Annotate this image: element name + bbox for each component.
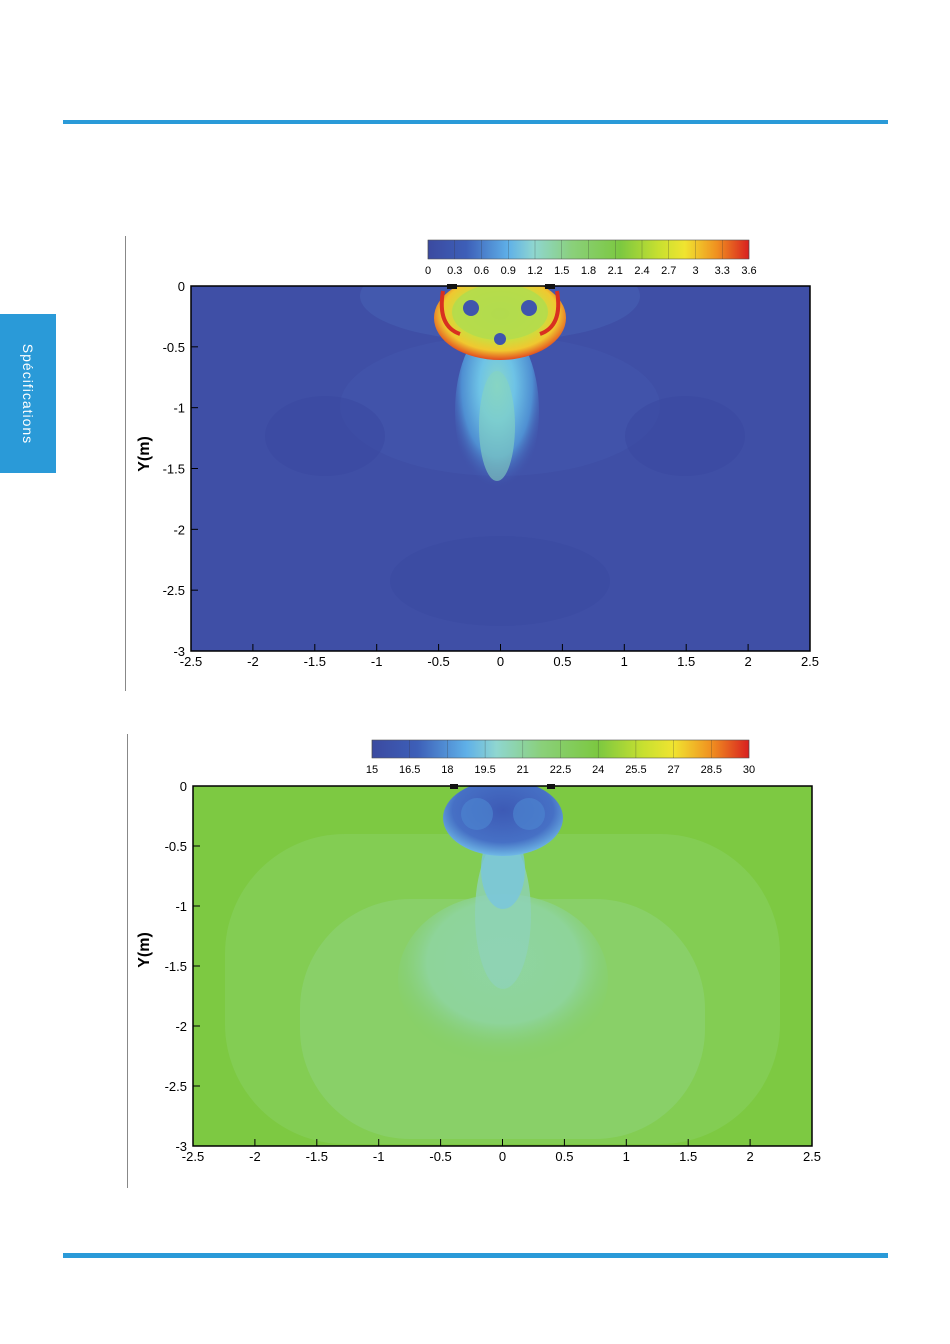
x-tick-label: -1 — [373, 1149, 385, 1164]
colorbar-label: 1.2 — [527, 265, 542, 277]
outlet-marker-left — [450, 784, 458, 789]
axes: -2.5 -2 -1.5 -1 -0.5 0 0.5 1 1.5 2 2.5 0 -0.5 -1 -1.5 -… — [163, 279, 819, 669]
contour-field — [191, 286, 810, 651]
x-tick-label: 1 — [621, 654, 628, 669]
colorbar: 0 0.3 0.6 0.9 1.2 1.5 1.8 2.1 2.4 2.7 3 3.3 3.6 — [425, 239, 757, 277]
colorbar-label: 2.1 — [608, 265, 623, 277]
colorbar-label: 1.8 — [581, 265, 596, 277]
y-tick-label: -2.5 — [165, 1079, 187, 1094]
colorbar-label: 27 — [667, 764, 679, 776]
x-tick-label: 1.5 — [679, 1149, 697, 1164]
y-tick-label: -1.5 — [163, 462, 185, 477]
y-tick-label: -1.5 — [165, 959, 187, 974]
x-tick-label: -0.5 — [427, 654, 449, 669]
y-tick-label: -1 — [173, 401, 185, 416]
colorbar-label: 28.5 — [701, 764, 722, 776]
x-tick-label: 0 — [497, 654, 504, 669]
x-tick-label: -2.5 — [180, 654, 202, 669]
outlet-marker-right — [545, 284, 555, 289]
colorbar-label: 24 — [592, 764, 604, 776]
x-tick-label: -1.5 — [306, 1149, 328, 1164]
colorbar-label: 21 — [517, 764, 529, 776]
colorbar-label: 3.3 — [715, 265, 730, 277]
colorbar-label: 16.5 — [399, 764, 420, 776]
footer-rule — [63, 1253, 888, 1258]
colorbar-label: 15 — [366, 764, 378, 776]
x-tick-label: -0.5 — [429, 1149, 451, 1164]
colorbar-label: 25.5 — [625, 764, 646, 776]
x-tick-label: -1 — [371, 654, 383, 669]
colorbar-label: 19.5 — [474, 764, 495, 776]
x-tick-label: 0.5 — [553, 654, 571, 669]
y-tick-label: 0 — [180, 779, 187, 794]
x-tick-label: 0 — [499, 1149, 506, 1164]
colorbar-label: 2.7 — [661, 265, 676, 277]
figure-frame-line — [127, 734, 128, 1188]
x-tick-label: 2.5 — [803, 1149, 821, 1164]
x-tick-label: 0.5 — [555, 1149, 573, 1164]
y-axis-label: Y(m) — [136, 932, 153, 968]
colorbar-label: 0.9 — [501, 265, 516, 277]
x-tick-label: -2.5 — [182, 1149, 204, 1164]
y-tick-label: -0.5 — [165, 839, 187, 854]
figure-frame-line — [125, 236, 126, 691]
contour-field — [193, 786, 812, 1146]
x-tick-label: -1.5 — [304, 654, 326, 669]
x-tick-label: -2 — [247, 654, 259, 669]
y-tick-label: -0.5 — [163, 340, 185, 355]
colorbar-label: 22.5 — [550, 764, 571, 776]
x-tick-label: 2 — [746, 1149, 753, 1164]
colorbar-label: 30 — [743, 764, 755, 776]
colorbar: 15 16.5 18 19.5 21 22.5 24 25.5 27 28.5 30 — [366, 739, 755, 776]
section-tab-label: Spécifications — [20, 343, 36, 444]
y-tick-label: -2 — [173, 522, 185, 537]
temperature-contour-plot: 15 16.5 18 19.5 21 22.5 24 25.5 27 28.5 30 -2.5 -2-… — [127, 734, 821, 1188]
colorbar-label: 18 — [441, 764, 453, 776]
velocity-contour-figure: 0 0.3 0.6 0.9 1.2 1.5 1.8 2.1 2.4 2.7 3 3.3 3.6 -2.5… — [125, 236, 845, 691]
outlet-marker-left — [447, 284, 457, 289]
outlet-marker-right — [547, 784, 555, 789]
y-tick-label: -3 — [173, 644, 185, 659]
colorbar-label: 0 — [425, 265, 431, 277]
x-tick-label: 2.5 — [801, 654, 819, 669]
y-tick-label: -3 — [175, 1139, 187, 1154]
x-tick-label: -2 — [249, 1149, 261, 1164]
temperature-contour-figure: 15 16.5 18 19.5 21 22.5 24 25.5 27 28.5 30 -2.5 -2-… — [125, 734, 845, 1188]
x-tick-label: 2 — [744, 654, 751, 669]
colorbar-label: 0.6 — [474, 265, 489, 277]
colorbar-label: 0.3 — [447, 265, 462, 277]
axes: -2.5 -2 -1.5 -1 -0.5 0 0.5 1 1.5 2 2.5 0 -0.5 -1 -1.5 -… — [165, 779, 821, 1164]
header-rule — [63, 120, 888, 124]
y-tick-label: -2.5 — [163, 583, 185, 598]
y-tick-label: 0 — [178, 279, 185, 294]
y-axis-label: Y(m) — [136, 436, 153, 472]
section-tab[interactable]: Spécifications — [0, 314, 56, 473]
colorbar-label: 1.5 — [554, 265, 569, 277]
x-tick-label: 1 — [623, 1149, 630, 1164]
x-tick-label: 1.5 — [677, 654, 695, 669]
colorbar-label: 3.6 — [741, 265, 756, 277]
colorbar-label: 2.4 — [634, 265, 649, 277]
colorbar-label: 3 — [692, 265, 698, 277]
velocity-contour-plot: 0 0.3 0.6 0.9 1.2 1.5 1.8 2.1 2.4 2.7 3 3.3 3.6 -2.5… — [125, 236, 819, 691]
y-tick-label: -1 — [175, 899, 187, 914]
y-tick-label: -2 — [175, 1019, 187, 1034]
